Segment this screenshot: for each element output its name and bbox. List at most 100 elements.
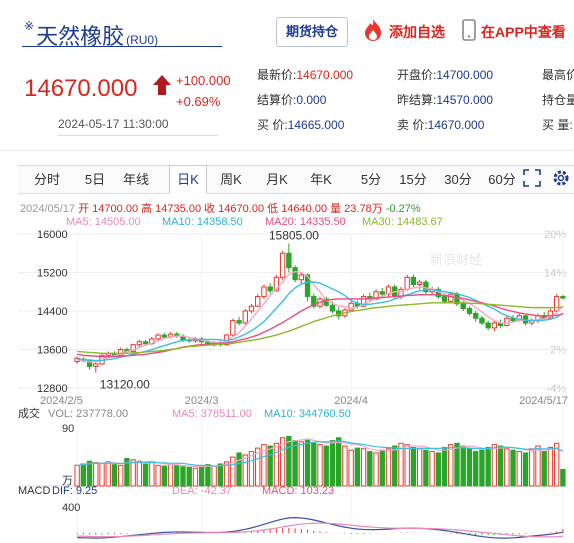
period-tabs: 分时 5日 年线 日K 周K 月K 年K 5分 15分 30分 60分	[18, 165, 574, 194]
volume-bar	[74, 464, 80, 487]
volume-bar	[336, 437, 342, 487]
settings-icon[interactable]	[552, 168, 570, 193]
volume-bar	[385, 448, 392, 487]
quote-field-value: 14700.000	[436, 68, 494, 82]
candle-body	[130, 344, 136, 352]
volume-bar	[516, 451, 522, 487]
fullscreen-icon[interactable]	[523, 169, 541, 192]
candle-body	[304, 274, 311, 298]
quote-field-value: 14670.000	[427, 118, 485, 132]
volume-bar	[504, 448, 510, 487]
candle-body	[93, 363, 99, 367]
volume-bar	[273, 442, 280, 487]
volume-bar	[261, 444, 267, 487]
quote-field-value: 14665.000	[287, 118, 345, 132]
quote-field: 最新价:14670.000	[257, 66, 353, 83]
max-price-label: 15805.00	[269, 228, 319, 242]
quote-field-label: 最新价:	[257, 68, 297, 82]
volume-bar	[111, 464, 118, 487]
tab-9[interactable]: 30分	[444, 172, 472, 187]
candle-body	[230, 320, 236, 336]
kline-chart[interactable]: 16000 20% 15200 14% 14400 13600 2% 12800 -4% 新浪财经…	[0, 228, 574, 543]
ohlc-close: 收 14670.00	[204, 203, 265, 215]
candle-body	[416, 281, 423, 286]
tab-1[interactable]: 5日	[84, 172, 106, 187]
quote-field: 结算价:0.000	[257, 91, 326, 108]
tab-7[interactable]: 5分	[360, 172, 382, 187]
volume-bar	[560, 468, 566, 487]
dea-line	[77, 522, 563, 538]
volume-bar	[354, 447, 361, 487]
quote-field-label: 卖 价:	[397, 118, 428, 132]
tab-2[interactable]: 年线	[122, 172, 149, 187]
add-watchlist-button[interactable]: 添加自选	[389, 24, 445, 40]
volume-bar	[180, 466, 186, 487]
volume-bar	[379, 449, 385, 487]
tab-10[interactable]: 60分	[488, 172, 516, 187]
candle-body	[155, 334, 161, 340]
volume-bar	[174, 464, 180, 487]
macd-axis-top: 400	[62, 502, 80, 514]
tab-3[interactable]: 日K	[169, 165, 207, 194]
ohlc-volume: 量 23.78万	[330, 203, 383, 215]
candle-body	[292, 267, 298, 281]
candle-body	[261, 286, 267, 298]
watermark-text: 新浪财经	[430, 252, 482, 267]
ohlc-pct: -0.27%	[385, 203, 421, 215]
volume-bar	[167, 464, 174, 487]
volume-bar	[323, 445, 329, 487]
volume-bar	[242, 454, 248, 487]
x-tick-label: 2024/3	[185, 395, 219, 407]
quote-field: 最高价:	[542, 66, 574, 83]
volume-bar	[311, 442, 317, 487]
tab-8[interactable]: 15分	[399, 172, 427, 187]
tab-5[interactable]: 月K	[266, 172, 288, 187]
legend-vol-ma10: MA10: 344760.50	[264, 408, 351, 420]
volume-bar	[329, 440, 336, 487]
y-tick-pct: 2%	[550, 345, 566, 357]
candle-body	[136, 341, 143, 346]
volume-bar	[491, 444, 498, 487]
candle-body	[348, 302, 354, 311]
quote-field-value: 14670.000	[296, 68, 354, 82]
futures-position-button[interactable]: 期货持仓	[276, 17, 348, 47]
view-in-app-button[interactable]: 在APP中查看	[481, 24, 566, 40]
volume-bar	[373, 452, 379, 487]
candle-body	[379, 291, 385, 295]
volume-bar	[279, 437, 286, 487]
quote-field-label: 持仓量:	[542, 93, 574, 107]
tab-4[interactable]: 周K	[220, 172, 242, 187]
y-tick-label: 15200	[37, 268, 68, 280]
quote-field-label: 昨结算:	[397, 93, 437, 107]
candle-body	[466, 308, 473, 314]
candle-body	[360, 296, 367, 307]
volume-title: 成交	[18, 406, 40, 420]
volume-bar	[317, 444, 323, 487]
y-tick-label: 14400	[37, 306, 68, 318]
quote-field: 持仓量:	[542, 91, 574, 108]
volume-bar	[105, 461, 111, 487]
x-tick-label: 2024/5/17	[519, 395, 568, 407]
volume-bar	[255, 447, 261, 487]
tab-6[interactable]: 年K	[310, 172, 332, 187]
legend-vol: VOL: 237778.00	[48, 408, 128, 420]
candle-body	[560, 296, 566, 299]
flame-icon	[362, 18, 384, 47]
quote-field-value: 14570.000	[436, 93, 494, 107]
ma20-line	[77, 293, 564, 358]
volume-bar	[466, 448, 473, 487]
legend-vol-ma5: MA5: 378511.00	[172, 408, 252, 420]
quote-field: 昨结算:14570.000	[397, 91, 493, 108]
candle-body	[236, 320, 242, 324]
tab-0[interactable]: 分时	[33, 172, 60, 187]
volume-bar	[93, 462, 99, 487]
volume-bar	[553, 442, 560, 487]
volume-bar	[217, 463, 224, 487]
volume-bar	[205, 464, 211, 487]
volume-ma10-line	[77, 440, 564, 467]
volume-bar	[416, 448, 423, 487]
legend-ma30: MA30: 14483.67	[362, 216, 443, 228]
volume-bar	[435, 452, 442, 487]
volume-bar	[130, 459, 136, 487]
volume-bar	[360, 448, 367, 487]
